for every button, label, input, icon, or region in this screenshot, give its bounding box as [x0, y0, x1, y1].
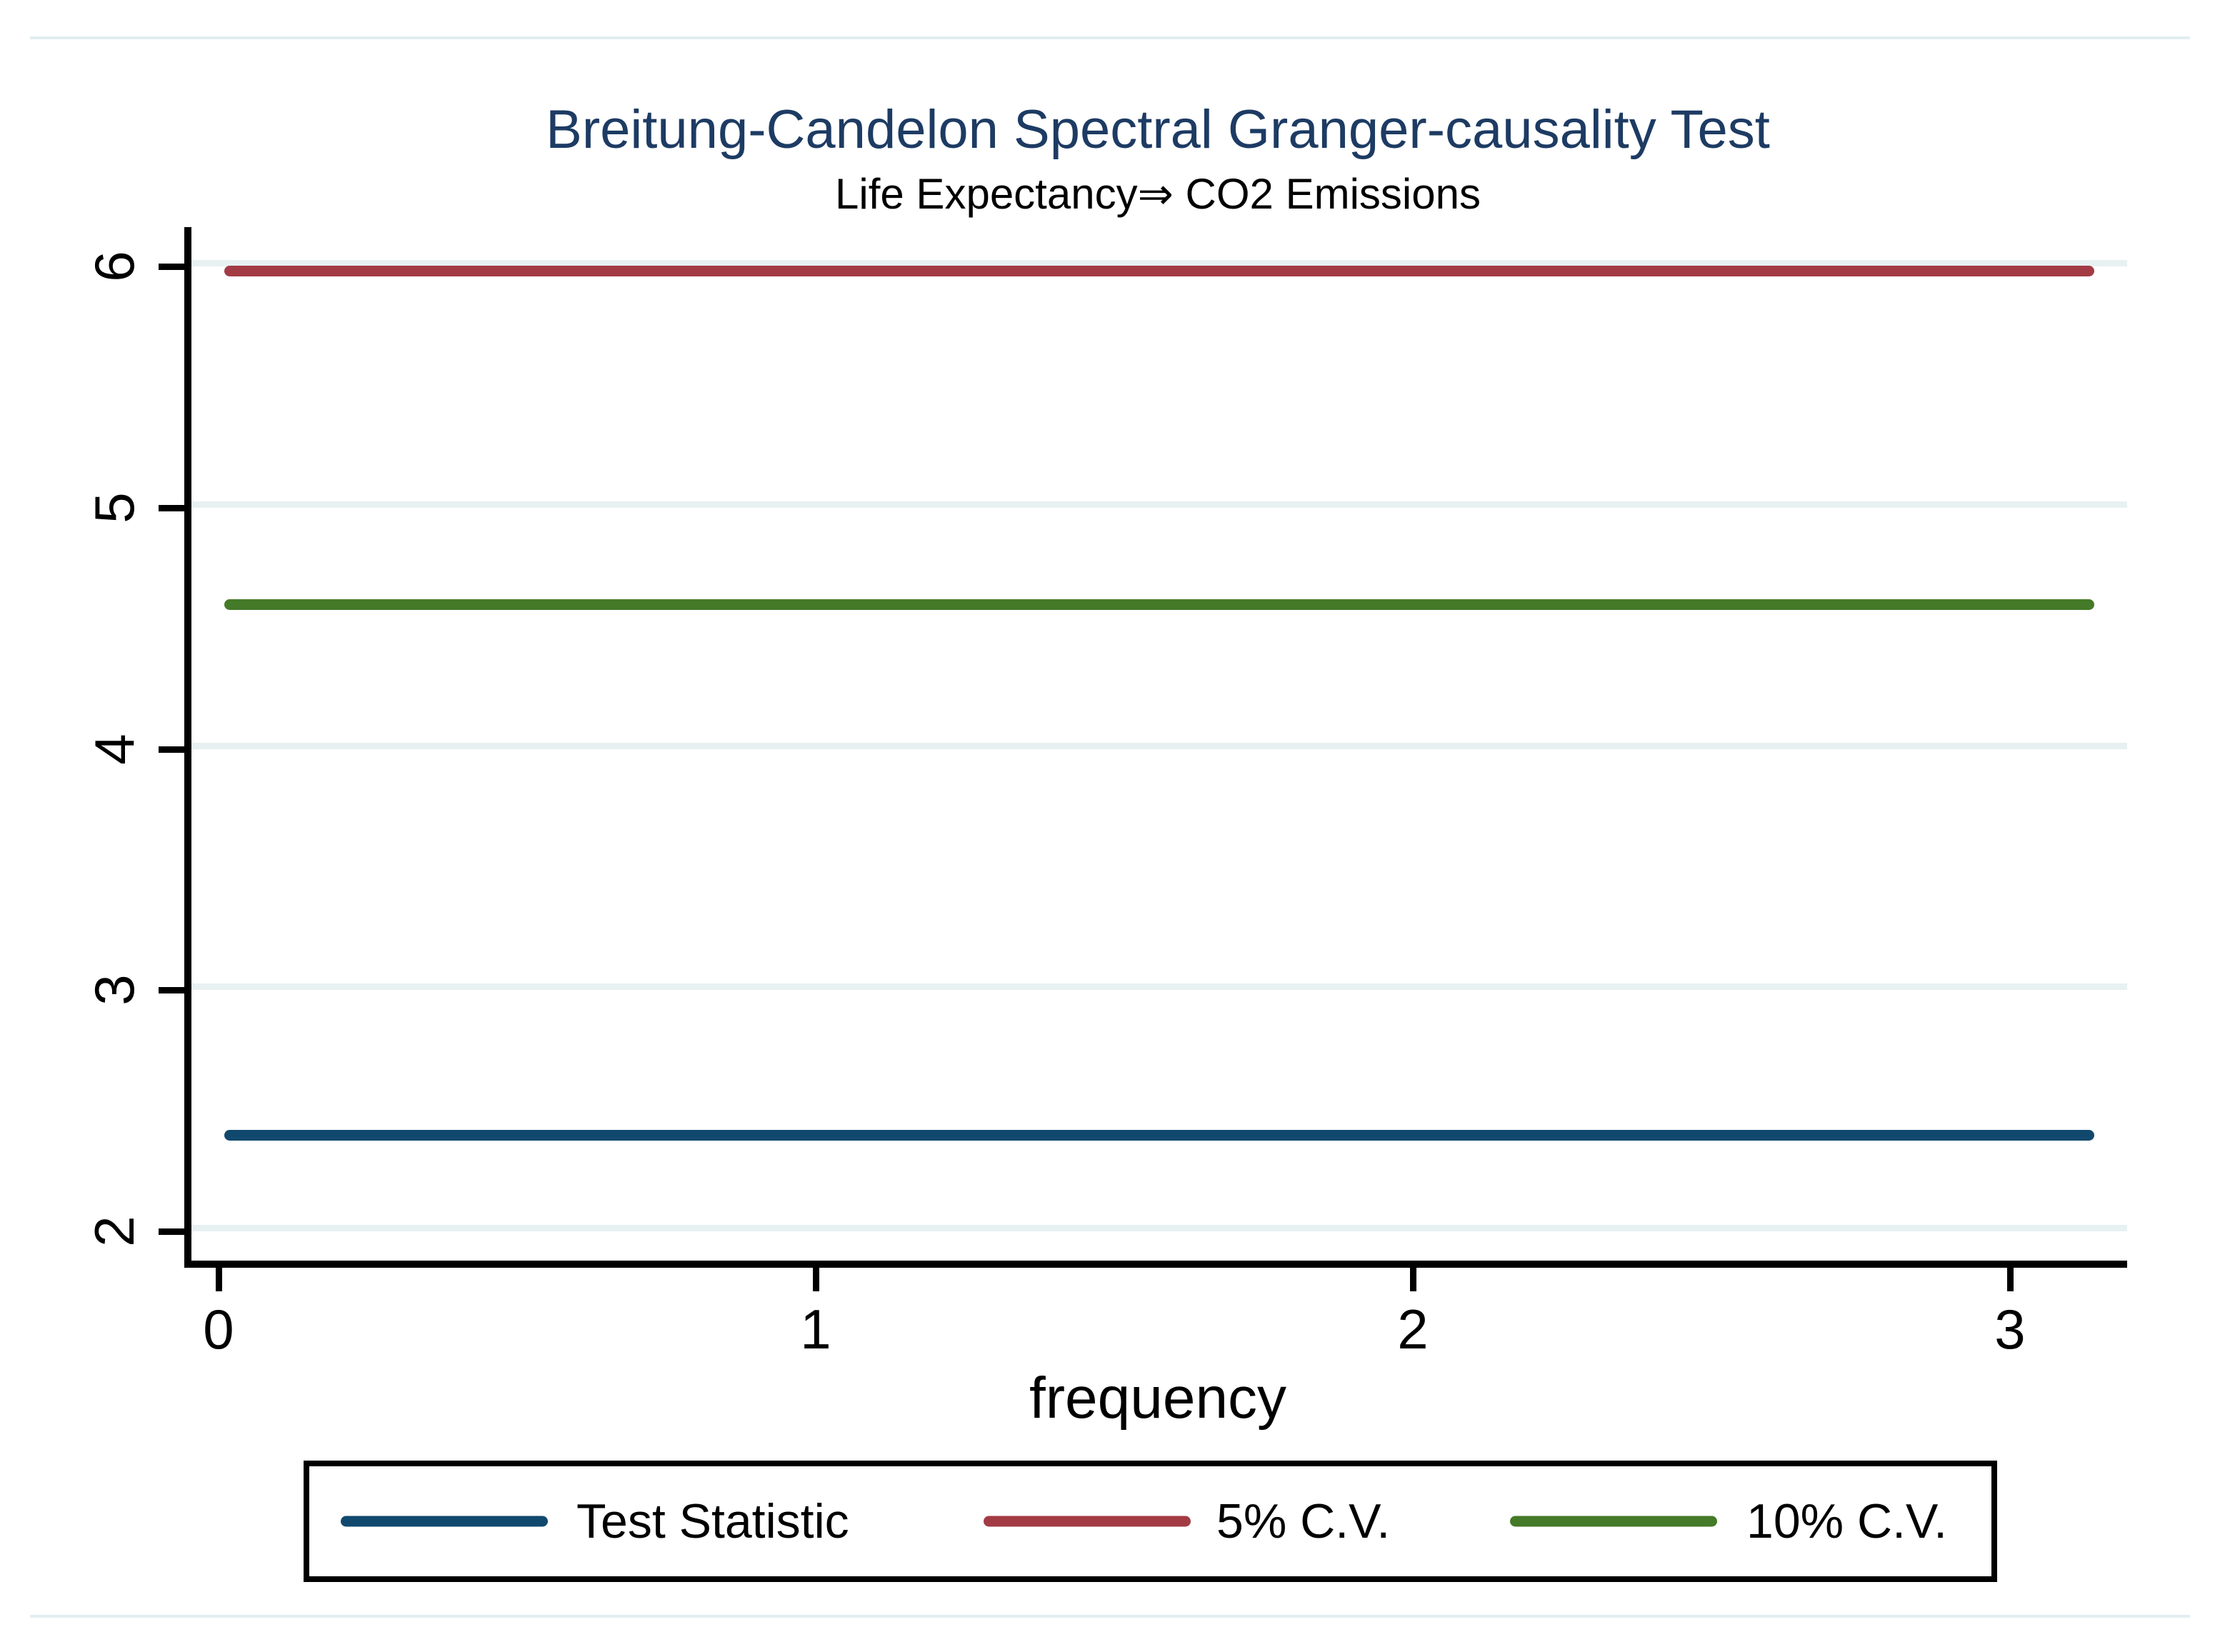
gridline-y-3	[191, 983, 2127, 991]
x-tick-label-0: 0	[203, 1298, 234, 1361]
x-tick-label-2: 2	[1397, 1298, 1429, 1361]
chart-title: Breitung-Candelon Spectral Granger-causa…	[546, 99, 1770, 160]
x-tick-3	[2007, 1268, 2014, 1291]
gridline-y-5	[191, 501, 2127, 508]
y-tick-6	[159, 264, 184, 270]
y-tick-4	[159, 746, 184, 753]
legend-swatch-10-c-v-	[1510, 1516, 1717, 1527]
series-line-test-statistic	[224, 1129, 2095, 1141]
bottom-rule	[30, 1615, 2190, 1618]
gridline-y-2	[191, 1225, 2127, 1231]
x-tick-label-1: 1	[800, 1298, 831, 1361]
y-tick-label-6: 6	[83, 251, 146, 282]
y-tick-label-5: 5	[83, 492, 146, 524]
chart-subtitle: Life Expectancy⇒ CO2 Emissions	[835, 170, 1481, 218]
x-axis-line	[184, 1261, 2127, 1268]
legend-label-10-c-v-: 10% C.V.	[1746, 1494, 1947, 1548]
top-rule	[30, 36, 2190, 39]
y-tick-5	[159, 504, 184, 511]
y-tick-label-3: 3	[83, 974, 146, 1006]
x-tick-2	[1410, 1268, 1416, 1291]
legend-swatch-5-c-v-	[984, 1516, 1191, 1527]
series-line-10-c-v-	[224, 599, 2095, 610]
x-tick-label-3: 3	[1994, 1298, 2026, 1361]
y-tick-3	[159, 987, 184, 994]
series-line-5-c-v-	[224, 266, 2095, 276]
gridline-y-4	[191, 742, 2127, 749]
y-tick-2	[159, 1228, 184, 1235]
y-axis-line	[184, 227, 191, 1268]
legend-label-test-statistic: Test Statistic	[576, 1494, 849, 1548]
legend-label-5-c-v-: 5% C.V.	[1216, 1494, 1391, 1548]
y-tick-label-2: 2	[83, 1216, 146, 1247]
legend-swatch-test-statistic	[341, 1516, 548, 1527]
x-axis-title: frequency	[1029, 1366, 1287, 1431]
x-tick-1	[813, 1268, 819, 1291]
x-tick-0	[216, 1268, 222, 1291]
gridline-y-6	[191, 260, 2127, 266]
y-tick-label-4: 4	[83, 733, 146, 765]
legend: Test Statistic 5% C.V. 10% C.V.	[304, 1461, 1997, 1582]
